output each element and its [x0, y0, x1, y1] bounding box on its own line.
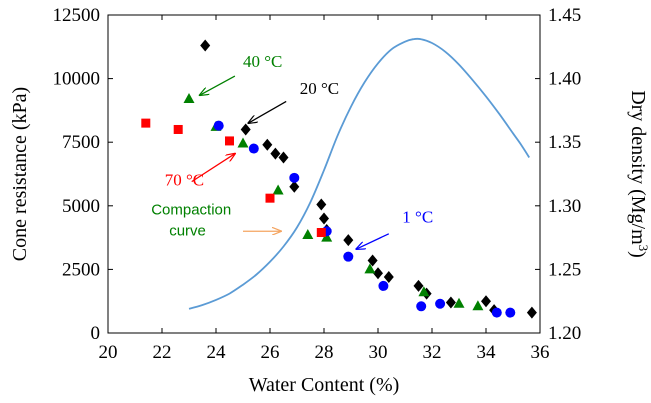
y2-tick-label: 1.45	[548, 5, 581, 26]
y-tick-label: 10000	[53, 69, 101, 90]
x-tick-label: 30	[369, 342, 388, 363]
point-circle	[378, 280, 389, 291]
point-square	[173, 124, 183, 134]
compaction-curve-line	[188, 37, 530, 310]
point-diamond	[319, 212, 329, 225]
point-triangle	[237, 137, 249, 148]
y2-tick-label: 1.30	[548, 196, 581, 217]
x-tick-label: 28	[315, 342, 334, 363]
annotations-layer: 40 °C 20 °C 70 °C 1 °C Compaction curve	[151, 52, 433, 249]
compaction-curve-layer	[188, 37, 530, 310]
annotation-arrow	[200, 75, 236, 95]
point-diamond	[481, 295, 491, 308]
x-tick-label: 34	[477, 342, 497, 363]
point-diamond	[200, 39, 211, 52]
annotation-arrow	[191, 154, 235, 183]
point-circle	[505, 307, 516, 318]
y2-axis-title-tail: )	[627, 251, 649, 258]
y2-tick-label: 1.35	[548, 132, 581, 153]
x-tick-label: 22	[153, 342, 172, 363]
annotation-label: 1 °C	[402, 207, 433, 226]
y2-axis-title-main: Dry density (Mg/m	[627, 90, 649, 245]
y-axis-title: Cone resistance (kPa)	[9, 87, 31, 261]
annotation-label: 40 °C	[243, 52, 282, 71]
y-tick-label: 2500	[62, 259, 100, 280]
y2-tick-label: 1.25	[548, 259, 581, 280]
point-diamond	[278, 151, 289, 164]
point-triangle	[272, 184, 284, 195]
point-triangle	[472, 300, 484, 311]
point-diamond	[413, 279, 424, 292]
point-square	[141, 118, 151, 128]
x-axis-title: Water Content (%)	[249, 374, 400, 396]
annotation-arrow	[248, 100, 287, 123]
point-triangle	[418, 286, 430, 297]
point-circle	[343, 251, 354, 262]
point-circle	[416, 301, 427, 312]
point-circle	[248, 143, 259, 154]
y2-tick-label: 1.20	[548, 323, 581, 344]
annotation-label: 20 °C	[300, 79, 339, 98]
point-square	[225, 136, 234, 146]
point-square	[265, 193, 275, 203]
annotation-label: curve	[169, 223, 206, 240]
y-tick-label: 12500	[53, 5, 101, 26]
point-circle	[289, 172, 300, 183]
x-tick-label: 26	[261, 342, 280, 363]
data-points-layer	[141, 39, 537, 319]
point-diamond	[289, 180, 300, 193]
axis-ticks	[107, 14, 541, 334]
point-diamond	[445, 296, 456, 309]
annotation-arrow	[356, 233, 390, 249]
x-tick-label: 36	[531, 342, 550, 363]
point-triangle	[321, 231, 333, 242]
point-diamond	[383, 271, 394, 284]
y2-tick-label: 1.40	[548, 69, 581, 90]
axis-tick-labels: 20 22 24 26 28 30 32 34 36 0 2500 5000 7500 10000 1250…	[53, 5, 582, 363]
y-tick-label: 7500	[62, 132, 100, 153]
y2-axis-title: Dry density (Mg/m3)	[627, 90, 651, 258]
point-square	[316, 228, 326, 238]
point-circle	[213, 120, 224, 131]
point-triangle	[183, 92, 195, 103]
x-tick-label: 20	[99, 342, 118, 363]
x-tick-label: 32	[423, 342, 442, 363]
point-circle	[435, 298, 446, 309]
x-tick-label: 24	[207, 342, 227, 363]
y-tick-label: 0	[91, 323, 101, 344]
point-diamond	[240, 123, 251, 136]
y2-axis-title-sup: 3	[636, 245, 651, 252]
point-diamond	[262, 138, 273, 151]
point-diamond	[373, 267, 383, 280]
point-circle	[491, 307, 502, 318]
point-diamond	[270, 147, 281, 160]
point-diamond	[526, 306, 537, 319]
y-tick-label: 5000	[62, 196, 100, 217]
point-diamond	[343, 234, 354, 247]
point-diamond	[367, 254, 378, 267]
point-triangle	[302, 229, 314, 240]
point-triangle	[364, 263, 376, 274]
annotation-label: Compaction	[151, 202, 231, 219]
point-diamond	[316, 198, 327, 211]
point-triangle	[453, 297, 465, 308]
annotation-label: 70 °C	[165, 170, 204, 189]
